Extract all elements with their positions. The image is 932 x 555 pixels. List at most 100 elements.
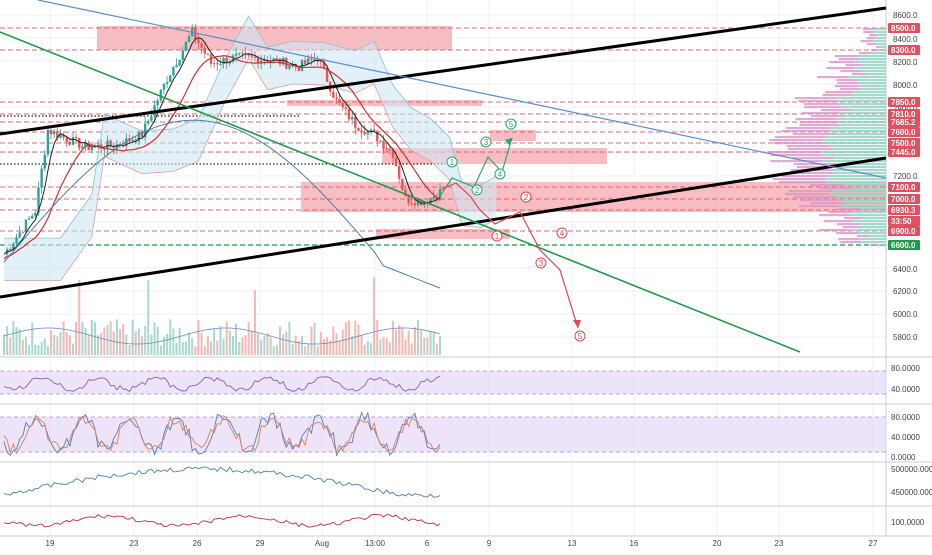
- candle-body: [15, 237, 18, 244]
- price-tag[interactable]: 7685.2: [888, 117, 920, 127]
- volume-bars: [3, 277, 441, 355]
- volume-bar: [235, 323, 238, 355]
- price-tag[interactable]: 6930.3: [888, 205, 920, 215]
- candle-body: [81, 146, 84, 149]
- volume-bar: [341, 329, 344, 355]
- volume-profile-bar: [786, 145, 832, 148]
- candle-body: [419, 199, 423, 206]
- price-tick-label: 6000.0: [893, 310, 918, 319]
- volume-bar: [40, 341, 43, 355]
- price-tag[interactable]: 7600.0: [888, 127, 920, 137]
- wave-label-red: 2: [524, 193, 529, 202]
- candle-body: [278, 58, 282, 65]
- time-tick-label[interactable]: 6: [425, 539, 430, 548]
- volume-profile-bar: [838, 124, 886, 127]
- time-tick-label[interactable]: 23: [130, 539, 139, 548]
- trend-lines[interactable]: [0, 0, 887, 353]
- volume-profile-bar: [857, 55, 886, 58]
- volume-profile-bar: [876, 46, 881, 49]
- channel-lower-trendline[interactable]: [0, 156, 887, 299]
- volume-profile-bar: [796, 166, 837, 169]
- price-tag[interactable]: 7500.0: [888, 138, 920, 148]
- price-tag[interactable]: 6900.0: [888, 226, 920, 236]
- volume-bar: [6, 326, 9, 355]
- volume-bar: [307, 343, 310, 355]
- price-tag[interactable]: 7810.0: [888, 109, 920, 119]
- bearish-wave-path[interactable]: [439, 182, 579, 329]
- price-tag[interactable]: 8500.0: [888, 23, 920, 33]
- volume-bar: [304, 346, 307, 355]
- volume-bar: [228, 330, 231, 355]
- channel-upper-trendline[interactable]: [0, 6, 887, 136]
- volume-profile-bar: [832, 190, 886, 193]
- price-tag[interactable]: 7445.0: [888, 147, 920, 157]
- price-tag[interactable]: 7000.0: [888, 194, 920, 204]
- bullish-wave-path[interactable]: [439, 137, 513, 197]
- candle-body: [34, 212, 37, 216]
- price-tag-box: [888, 138, 920, 148]
- volume-bar: [423, 337, 426, 355]
- oscillator-line: [3, 513, 441, 528]
- volume-profile-bar: [794, 97, 836, 100]
- volume-bar: [153, 322, 156, 355]
- volume-profile-bar: [877, 49, 886, 52]
- candle-body: [335, 97, 338, 100]
- candle-body: [332, 91, 335, 98]
- wave-projection[interactable]: 1 2 3 4 5 1 2 3 4 5: [439, 118, 586, 342]
- volume-bar: [59, 331, 62, 355]
- candle-body: [354, 116, 357, 128]
- price-tag[interactable]: 6600.0: [888, 240, 920, 250]
- volume-bar: [426, 337, 429, 355]
- volume-bar: [119, 329, 122, 355]
- time-tick-label[interactable]: 9: [487, 539, 492, 548]
- time-tick-label[interactable]: 26: [193, 539, 202, 548]
- candle-body: [357, 127, 360, 131]
- price-tag[interactable]: 8300.0: [888, 45, 920, 55]
- candle-body: [46, 130, 50, 155]
- price-tick-label: 8000.0: [893, 81, 918, 90]
- volume-profile-bar: [778, 181, 828, 184]
- wave-label-green: 5: [509, 120, 514, 129]
- volume-profile-bar: [835, 232, 859, 235]
- candle-body: [131, 140, 134, 142]
- time-tick-label[interactable]: Aug: [315, 539, 329, 548]
- time-tick-label[interactable]: 19: [46, 539, 55, 548]
- price-tag[interactable]: 7100.0: [888, 182, 920, 192]
- time-tick-label[interactable]: 23: [775, 539, 784, 548]
- candle-body: [288, 65, 291, 69]
- volume-profile-bar: [872, 40, 886, 43]
- volume-profile-bar: [818, 214, 850, 217]
- volume-bar: [379, 339, 382, 355]
- price-axis[interactable]: 8600.08400.08200.08000.07800.07200.06400…: [888, 11, 932, 527]
- candle-body: [297, 66, 301, 71]
- time-tick-label[interactable]: 16: [630, 539, 639, 548]
- time-axis[interactable]: 19 23 26 29 Aug 13:00 6 9 13 16 20 23 27: [46, 539, 878, 548]
- time-tick-label[interactable]: 13: [568, 539, 577, 548]
- candle-body: [172, 67, 175, 76]
- volume-profile-bar: [836, 118, 886, 121]
- candle-body: [401, 178, 404, 190]
- time-tick-label[interactable]: 20: [713, 539, 722, 548]
- volume-bar: [279, 326, 282, 355]
- volume-profile-bar: [828, 130, 886, 133]
- volume-profile-bar: [834, 85, 858, 88]
- long-term-trendline[interactable]: [37, 0, 887, 179]
- volume-profile-bar: [854, 61, 886, 64]
- price-tag[interactable]: 33:50: [888, 216, 920, 226]
- stoch-tick-label: 0.0000: [891, 453, 916, 462]
- time-tick-label[interactable]: 29: [256, 539, 265, 548]
- time-tick-label[interactable]: 27: [869, 539, 878, 548]
- descending-trendline[interactable]: [0, 31, 801, 353]
- volume-bar: [404, 339, 407, 355]
- price-tag[interactable]: 7850.0: [888, 97, 920, 107]
- volume-profile-bar: [853, 67, 886, 70]
- price-tag-box: [888, 240, 920, 250]
- volume-bar: [291, 344, 294, 355]
- candle-body: [253, 56, 257, 58]
- candle-body: [385, 148, 388, 150]
- volume-bar: [128, 344, 131, 355]
- volume-bar: [43, 338, 46, 355]
- time-tick-label[interactable]: 13:00: [365, 539, 386, 548]
